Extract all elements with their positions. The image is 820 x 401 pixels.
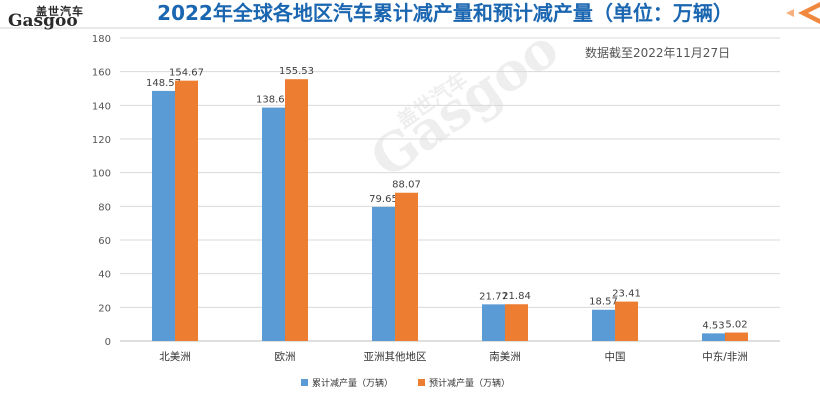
data-label-series-1: 79.65 bbox=[369, 194, 398, 205]
y-tick-label: 60 bbox=[98, 236, 111, 247]
logo-english-text: Gasgoo bbox=[8, 11, 78, 31]
y-tick-label: 40 bbox=[98, 270, 111, 281]
data-label-series-1: 4.53 bbox=[702, 320, 724, 331]
data-label-series-1: 138.67 bbox=[256, 95, 291, 106]
y-tick-label: 100 bbox=[92, 169, 111, 180]
legend-item-series-1: 累计减产量（万辆） bbox=[301, 376, 393, 389]
chart-title: 2022年全球各地区汽车累计减产量和预计减产量（单位：万辆） bbox=[157, 1, 733, 25]
bar-series-1 bbox=[702, 333, 725, 341]
legend-item-series-2: 预计减产量（万辆） bbox=[418, 376, 510, 389]
data-as-of-note: 数据截至2022年11月27日 bbox=[585, 46, 731, 60]
data-label-series-2: 88.07 bbox=[392, 180, 421, 191]
data-label-series-2: 21.84 bbox=[502, 291, 531, 302]
bar-series-2 bbox=[285, 79, 308, 342]
bar-series-1 bbox=[592, 309, 615, 341]
y-tick-label: 80 bbox=[98, 202, 111, 213]
bar-series-1 bbox=[152, 90, 175, 341]
x-tick-label: 南美洲 bbox=[489, 350, 521, 363]
logo-chinese-text: 盖世汽车 bbox=[36, 5, 84, 18]
y-tick-label: 180 bbox=[92, 34, 111, 45]
legend-swatch-series-2 bbox=[418, 379, 425, 386]
data-label-series-2: 154.67 bbox=[169, 68, 204, 79]
legend-label-series-2: 预计减产量（万辆） bbox=[429, 379, 511, 389]
bar-series-2 bbox=[615, 301, 638, 341]
y-tick-label: 160 bbox=[92, 68, 111, 79]
y-tick-label: 140 bbox=[92, 101, 111, 112]
x-tick-label: 中东/非洲 bbox=[702, 350, 748, 363]
y-tick-label: 20 bbox=[98, 303, 111, 314]
bar-series-1 bbox=[262, 107, 285, 341]
y-tick-label: 120 bbox=[92, 135, 111, 146]
data-label-series-1: 18.57 bbox=[589, 297, 618, 308]
bar-series-1 bbox=[482, 304, 505, 341]
legend-label-series-1: 累计减产量（万辆） bbox=[312, 379, 394, 389]
header-bar: 盖世汽车 Gasgoo 2022年全球各地区汽车累计减产量和预计减产量（单位：万… bbox=[0, 0, 820, 32]
x-tick-label: 欧洲 bbox=[275, 351, 296, 363]
x-tick-label: 中国 bbox=[605, 350, 626, 363]
x-tick-label: 亚洲其他地区 bbox=[364, 350, 427, 363]
data-label-series-1: 21.77 bbox=[479, 291, 508, 302]
bar-series-2 bbox=[725, 332, 748, 341]
x-tick-label: 北美洲 bbox=[159, 350, 191, 363]
y-tick-label: 0 bbox=[105, 337, 111, 348]
chart-legend: 累计减产量（万辆） 预计减产量（万辆） bbox=[0, 374, 820, 390]
gasgoo-logo: 盖世汽车 Gasgoo bbox=[8, 0, 92, 32]
legend-swatch-series-1 bbox=[301, 379, 308, 386]
data-label-series-2: 155.53 bbox=[279, 66, 314, 77]
data-label-series-1: 148.57 bbox=[146, 78, 181, 89]
bar-series-2 bbox=[395, 192, 418, 341]
data-label-series-2: 5.02 bbox=[725, 320, 747, 331]
bar-series-2 bbox=[175, 80, 198, 342]
bar-series-1 bbox=[372, 206, 395, 341]
data-label-series-2: 23.41 bbox=[612, 289, 641, 300]
bar-series-2 bbox=[505, 304, 528, 341]
corner-arrow-icon bbox=[786, 2, 820, 24]
